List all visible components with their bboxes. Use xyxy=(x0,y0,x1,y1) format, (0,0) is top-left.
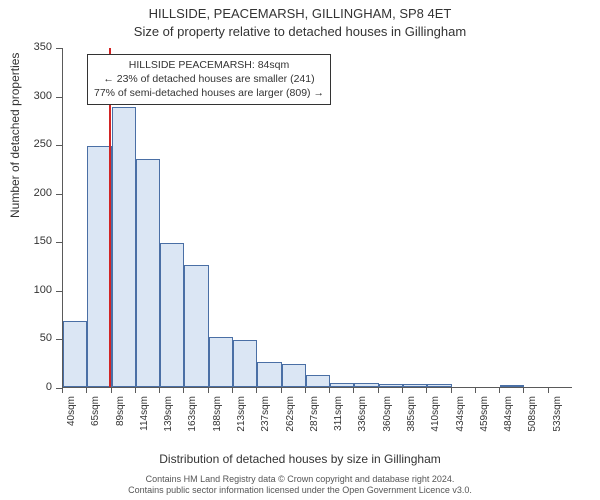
x-tick xyxy=(62,388,63,393)
x-tick xyxy=(135,388,136,393)
histogram-bar xyxy=(306,375,330,387)
x-tick-label: 262sqm xyxy=(285,396,296,436)
x-tick xyxy=(353,388,354,393)
histogram-bar xyxy=(136,159,160,387)
histogram-bar xyxy=(160,243,184,387)
x-tick xyxy=(111,388,112,393)
histogram-bar xyxy=(427,384,451,387)
footer-line-1: Contains HM Land Registry data © Crown c… xyxy=(146,474,455,484)
x-tick-label: 139sqm xyxy=(163,396,174,436)
x-tick xyxy=(499,388,500,393)
histogram-bar xyxy=(354,383,378,387)
x-tick xyxy=(281,388,282,393)
annotation-box: HILLSIDE PEACEMARSH: 84sqm← 23% of detac… xyxy=(87,54,331,105)
y-tick-label: 200 xyxy=(24,187,52,199)
histogram-bar xyxy=(403,384,427,387)
x-tick-label: 434sqm xyxy=(455,396,466,436)
histogram-bar xyxy=(112,107,136,387)
x-tick-label: 484sqm xyxy=(503,396,514,436)
histogram-bar xyxy=(63,321,87,387)
annotation-line: 77% of semi-detached houses are larger (… xyxy=(94,86,324,100)
histogram-bar xyxy=(379,384,403,387)
chart-title-main: HILLSIDE, PEACEMARSH, GILLINGHAM, SP8 4E… xyxy=(0,6,600,21)
x-tick-label: 287sqm xyxy=(309,396,320,436)
y-tick xyxy=(56,242,62,243)
y-tick-label: 300 xyxy=(24,90,52,102)
x-tick xyxy=(183,388,184,393)
x-tick-label: 188sqm xyxy=(212,396,223,436)
x-tick xyxy=(232,388,233,393)
x-tick xyxy=(426,388,427,393)
y-tick-label: 150 xyxy=(24,235,52,247)
x-tick-label: 40sqm xyxy=(66,396,77,436)
x-tick xyxy=(329,388,330,393)
x-tick-label: 508sqm xyxy=(527,396,538,436)
chart-container: HILLSIDE, PEACEMARSH, GILLINGHAM, SP8 4E… xyxy=(0,0,600,500)
y-tick-label: 350 xyxy=(24,41,52,53)
x-tick xyxy=(378,388,379,393)
plot-area: HILLSIDE PEACEMARSH: 84sqm← 23% of detac… xyxy=(62,48,572,388)
x-tick xyxy=(159,388,160,393)
histogram-bar xyxy=(209,337,233,388)
chart-title-sub: Size of property relative to detached ho… xyxy=(0,24,600,39)
x-tick-label: 336sqm xyxy=(357,396,368,436)
y-tick xyxy=(56,145,62,146)
x-tick xyxy=(208,388,209,393)
histogram-bar xyxy=(233,340,257,387)
annotation-line: ← 23% of detached houses are smaller (24… xyxy=(94,72,324,86)
x-tick-label: 311sqm xyxy=(333,396,344,436)
x-tick-label: 89sqm xyxy=(115,396,126,436)
x-tick xyxy=(475,388,476,393)
y-tick-label: 250 xyxy=(24,138,52,150)
x-tick xyxy=(523,388,524,393)
y-tick xyxy=(56,339,62,340)
x-tick-label: 360sqm xyxy=(382,396,393,436)
x-tick-label: 410sqm xyxy=(430,396,441,436)
x-tick-label: 65sqm xyxy=(90,396,101,436)
x-tick xyxy=(86,388,87,393)
footer-note: Contains HM Land Registry data © Crown c… xyxy=(0,474,600,496)
histogram-bar xyxy=(282,364,306,387)
x-tick-label: 114sqm xyxy=(139,396,150,436)
x-tick xyxy=(548,388,549,393)
x-tick-label: 533sqm xyxy=(552,396,563,436)
x-tick xyxy=(256,388,257,393)
footer-line-2: Contains public sector information licen… xyxy=(128,485,472,495)
y-tick-label: 0 xyxy=(24,381,52,393)
x-tick-label: 163sqm xyxy=(187,396,198,436)
y-tick-label: 100 xyxy=(24,284,52,296)
x-tick xyxy=(402,388,403,393)
x-tick xyxy=(305,388,306,393)
y-tick xyxy=(56,291,62,292)
y-tick-label: 50 xyxy=(24,332,52,344)
annotation-line: HILLSIDE PEACEMARSH: 84sqm xyxy=(94,58,324,72)
x-tick-label: 459sqm xyxy=(479,396,490,436)
x-tick xyxy=(451,388,452,393)
x-tick-label: 213sqm xyxy=(236,396,247,436)
histogram-bar xyxy=(330,383,354,387)
y-tick xyxy=(56,48,62,49)
x-tick-label: 385sqm xyxy=(406,396,417,436)
y-axis-label: Number of detached properties xyxy=(8,53,22,218)
y-tick xyxy=(56,194,62,195)
histogram-bar xyxy=(257,362,281,387)
histogram-bar xyxy=(184,265,208,387)
x-tick-label: 237sqm xyxy=(260,396,271,436)
histogram-bar xyxy=(500,385,524,387)
y-tick xyxy=(56,97,62,98)
x-axis-label: Distribution of detached houses by size … xyxy=(0,452,600,466)
